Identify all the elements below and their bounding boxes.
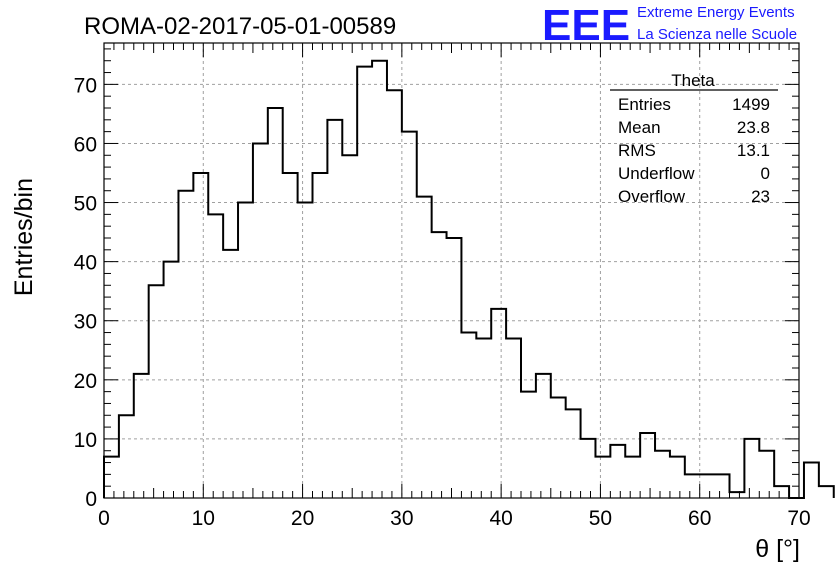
x-axis-label: θ [°] [755,535,800,563]
histogram-bin [372,61,387,498]
histogram-bin [670,457,685,498]
chart-title: ROMA-02-2017-05-01-00589 [84,13,396,40]
y-tick-labels: 0 10 20 30 40 50 60 70 [74,74,97,511]
histogram-bin [193,173,208,498]
histogram-bin [700,474,715,498]
histogram-bin [119,415,134,498]
axis-ticks [103,43,800,499]
x-tick-label: 20 [291,507,314,530]
histogram-bin [149,285,164,498]
y-tick-label: 50 [74,193,97,216]
stats-row-value: 13.1 [737,141,770,160]
eee-logo: EEE Extreme Energy Events La Scienza nel… [542,1,797,50]
histogram-bin [581,439,596,498]
y-axis-label: Entries/bin [10,178,38,296]
x-tick-label: 50 [589,507,612,530]
stats-row-label: Mean [618,118,661,137]
x-tick-labels: 0 10 20 30 40 50 60 70 [98,507,811,530]
y-tick-label: 10 [74,429,97,452]
stats-name: Theta [671,71,715,90]
histogram-bin [804,463,819,498]
stats-row-label: Underflow [618,164,695,183]
histogram-bin [566,409,581,498]
histogram-bin [685,474,700,498]
x-tick-label: 70 [787,507,810,530]
y-tick-label: 0 [85,488,97,511]
stats-row-value: 23 [751,187,770,206]
histogram-bin [744,439,759,498]
histogram-bin [625,457,640,498]
histogram-bin [447,238,462,498]
histogram-bin [595,457,610,498]
stats-row-value: 23.8 [737,118,770,137]
logo-line2: La Scienza nelle Scuole [637,26,797,43]
histogram-bin [655,451,670,498]
histogram-bin [730,492,745,498]
x-tick-label: 40 [489,507,512,530]
histogram-bin [640,433,655,498]
stats-row-label: Entries [618,95,671,114]
histogram-bin [134,374,149,498]
stats-row-value: 0 [761,164,770,183]
histogram-bin [536,374,551,498]
histogram-bin [491,309,506,498]
histogram-bin [819,486,834,498]
x-tick-label: 30 [390,507,413,530]
histogram-bin [313,173,328,498]
stats-row-value: 1499 [732,95,770,114]
y-tick-label: 20 [74,370,97,393]
histogram-bin [253,143,268,498]
histogram-bin [715,474,730,498]
y-tick-label: 70 [74,74,97,97]
histogram-bin [417,197,432,498]
histogram-bin [298,203,313,498]
histogram-bin [223,250,238,498]
x-tick-label: 60 [688,507,711,530]
histogram-bin [357,67,372,498]
histogram-bin [283,173,298,498]
histogram-bin [208,214,223,498]
histogram-bin [268,108,283,498]
y-tick-label: 40 [74,252,97,275]
histogram-bin [521,392,536,498]
histogram-bin [164,262,179,498]
histogram-bin [506,338,521,498]
histogram-bin [432,232,447,498]
histogram-bin [387,90,402,498]
stats-rows: Entries 1499 Mean 23.8 RMS 13.1 Underflow 0 Over… [618,95,770,206]
stats-box: Theta Entries 1499 Mean 23.8 RMS 13.1 Underflo… [610,71,778,206]
histogram-bins [104,61,834,498]
logo-mark: EEE [542,1,630,50]
grid [104,43,799,498]
histogram-bin [238,203,253,498]
histogram-bin [461,333,476,498]
y-tick-label: 60 [74,133,97,156]
stats-row-label: RMS [618,141,656,160]
histogram-bin [402,132,417,498]
histogram-bin [551,398,566,498]
stats-row-label: Overflow [618,187,686,206]
histogram-outline [103,59,835,499]
histogram-bin [342,155,357,498]
histogram-bin [327,120,342,498]
histogram-bin [774,486,789,498]
y-tick-label: 30 [74,311,97,334]
x-tick-label: 0 [98,507,110,530]
histogram-bin [476,338,491,498]
logo-line1: Extreme Energy Events [637,4,795,21]
x-tick-label: 10 [192,507,215,530]
histogram-bin [610,445,625,498]
histogram-bin [178,191,193,498]
histogram-bin [759,451,774,498]
